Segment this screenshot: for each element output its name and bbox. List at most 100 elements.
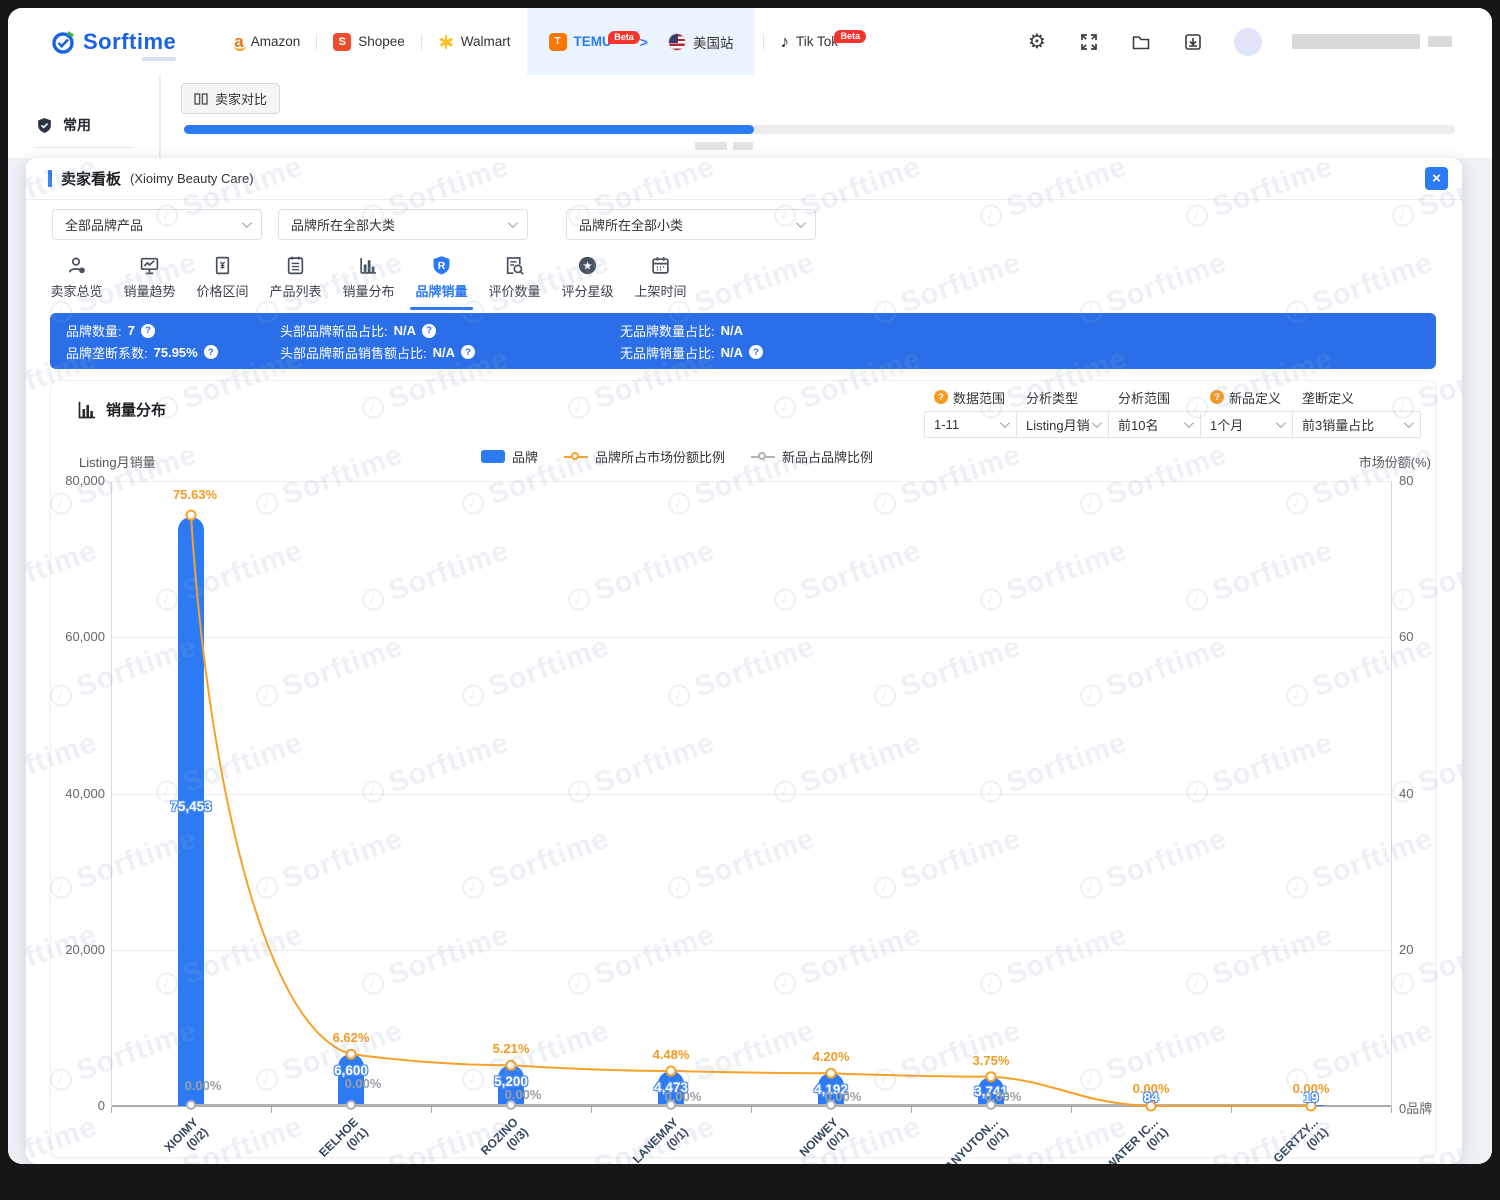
nav-tiktok[interactable]: ♪ Tik Tok Beta (768, 29, 866, 52)
tab-listing-time[interactable]: 上架时间 (624, 252, 697, 310)
divider (34, 147, 134, 148)
legend-market-share[interactable]: 品牌所占市场份额比例 (564, 447, 725, 466)
control-monopoly-definition: ?垄断定义 前3销量占比 (1292, 387, 1421, 438)
divider (316, 33, 318, 50)
tab-seller-overview[interactable]: 卖家总览 (40, 252, 113, 310)
stat-value: N/A (720, 344, 744, 360)
brand-major-category-dropdown[interactable]: 品牌所在全部大类 (278, 209, 528, 240)
nav-temu[interactable]: T TEMU Beta (537, 30, 640, 51)
section-title: 销量分布 (106, 402, 167, 419)
control-label: 分析范围 (1118, 390, 1171, 406)
x-axis-tick (270, 1107, 272, 1113)
logo-tagline-obscured (142, 56, 177, 61)
y-axis-tick-label: 60,000 (65, 629, 105, 645)
shield-icon (38, 117, 51, 133)
folder-icon[interactable] (1130, 31, 1152, 53)
nav-amazon[interactable]: a Amazon (222, 32, 312, 52)
nav-walmart-label: Walmart (460, 34, 511, 49)
x-axis-tick (750, 1107, 752, 1113)
stat-no-brand-count-ratio: 无品牌数量占比: N/A ? (620, 320, 1436, 342)
download-icon[interactable] (1182, 31, 1204, 53)
tab-brand-sales[interactable]: R 品牌销量 (405, 252, 478, 310)
help-icon[interactable]: ? (1210, 390, 1224, 404)
stat-label: 头部品牌新品销售额占比: (280, 345, 427, 361)
tab-review-count[interactable]: 评价数量 (478, 252, 551, 310)
dropdown-value: 全部品牌产品 (65, 218, 144, 233)
page-background: 常用 卖家对比 ✓Sorftime✓Sorftime✓ (8, 75, 1492, 1164)
chevron-down-icon (241, 218, 252, 229)
chevron-down-icon (795, 218, 806, 229)
control-data-range: ? 数据范围 1-11 (924, 387, 1017, 438)
nav-temu-group: T TEMU Beta > 美国站 (526, 8, 756, 75)
x-axis-tick (1230, 1107, 1232, 1113)
obscured-text (733, 142, 753, 150)
settings-gear-icon[interactable]: ⚙ (1028, 31, 1046, 53)
chart-legend: 品牌 品牌所占市场份额比例 新品占品牌比例 (481, 447, 873, 466)
newproduct-ratio-label: 0.00% (184, 1078, 222, 1093)
section-header: 销量分布 (77, 399, 166, 420)
help-icon[interactable]: ? (203, 345, 218, 360)
x-axis-tick (430, 1107, 432, 1113)
tab-label: 品牌销量 (415, 284, 468, 299)
y-axis-tick-label: 40,000 (65, 785, 105, 801)
sales-distribution-card: 销量分布 ? 数据范围 1-11 ?分析类型 Listing月销 ? 分析范围 (50, 380, 1436, 1164)
help-icon[interactable]: ? (749, 345, 764, 360)
x-category-label: ROZINO (0/3) (477, 1115, 531, 1158)
x-category-label: GERTZY... (0/1) (1270, 1115, 1331, 1164)
user-name-redacted[interactable] (1292, 34, 1452, 49)
left-axis-title: Listing月销量 (79, 455, 156, 470)
tab-price-range[interactable]: 价格区间 (186, 252, 259, 310)
monopoly-definition-select[interactable]: 前3销量占比 (1292, 411, 1421, 438)
brand-products-dropdown[interactable]: 全部品牌产品 (52, 209, 262, 240)
x-category-label: XIOIMY (0/2) (161, 1115, 211, 1155)
brand-minor-category-dropdown[interactable]: 品牌所在全部小类 (566, 209, 816, 240)
close-button[interactable]: × (1425, 167, 1448, 190)
svg-text:★: ★ (582, 261, 592, 273)
stat-brand-count: 品牌数量: 7 ? (66, 320, 280, 342)
x-category-label: EELHOE (0/1) (316, 1115, 371, 1160)
y-axis-tick-label: 60 (1399, 629, 1414, 645)
sidebar-item-common[interactable]: 常用 (36, 115, 159, 135)
market-share-label: 4.20% (812, 1049, 850, 1065)
bar-value-label: 75,453 (170, 799, 212, 814)
data-range-select[interactable]: 1-11 (924, 411, 1017, 438)
analysis-range-select[interactable]: 前10名 (1108, 411, 1201, 438)
right-axis-line (1391, 481, 1392, 1112)
seller-compare-button[interactable]: 卖家对比 (181, 83, 281, 114)
legend-newproduct-ratio[interactable]: 新品占品牌比例 (751, 447, 873, 466)
bar-chart-icon (78, 401, 96, 418)
rating-stars-icon: ★ (577, 252, 598, 276)
user-avatar[interactable] (1234, 27, 1262, 56)
newproduct-definition-select[interactable]: 1个月 (1200, 411, 1293, 438)
stat-value: 75.95% (153, 344, 198, 360)
legend-brand[interactable]: 品牌 (481, 447, 538, 466)
chart-plot-area: 75.63% 6.62% 5.21% 4.48% 4.20% 3.75% 0.00% 0.00… (110, 481, 1392, 1164)
nav-shopee[interactable]: S Shopee (321, 32, 417, 51)
tab-product-list[interactable]: 产品列表 (259, 252, 332, 310)
tab-sales-trend[interactable]: 销量趋势 (113, 252, 186, 310)
help-icon[interactable]: ? (934, 390, 948, 404)
dropdown-value: 品牌所在全部大类 (291, 218, 396, 233)
analysis-type-select[interactable]: Listing月销 (1016, 411, 1109, 438)
app-logo[interactable]: Sorftime (50, 29, 177, 61)
tab-label: 价格区间 (196, 284, 249, 299)
help-icon[interactable]: ? (140, 323, 155, 338)
y-axis-tick-label: 80,000 (65, 473, 105, 488)
help-icon[interactable]: ? (461, 345, 476, 360)
nav-temu-label: TEMU (573, 34, 612, 49)
x-category-label: YANYUTON... (0/1) (937, 1115, 1011, 1164)
nav-walmart[interactable]: Walmart (426, 34, 523, 50)
help-icon[interactable]: ? (422, 323, 437, 338)
y-axis-tick-label: 0 (97, 1098, 105, 1113)
bar-value-label: 3,741 (974, 1084, 1008, 1099)
fullscreen-icon[interactable] (1078, 31, 1100, 53)
tab-label: 销量分布 (342, 284, 395, 299)
tab-rating-stars[interactable]: ★ 评分星级 (551, 252, 624, 310)
chevron-down-icon (1275, 418, 1286, 429)
divider (763, 33, 765, 50)
nav-us-site[interactable]: 美国站 (656, 32, 746, 52)
product-list-icon (285, 252, 306, 276)
tiktok-icon: ♪ (780, 31, 789, 51)
newproduct-ratio-label: 0.00% (344, 1076, 382, 1091)
tab-sales-distribution[interactable]: 销量分布 (332, 252, 405, 310)
